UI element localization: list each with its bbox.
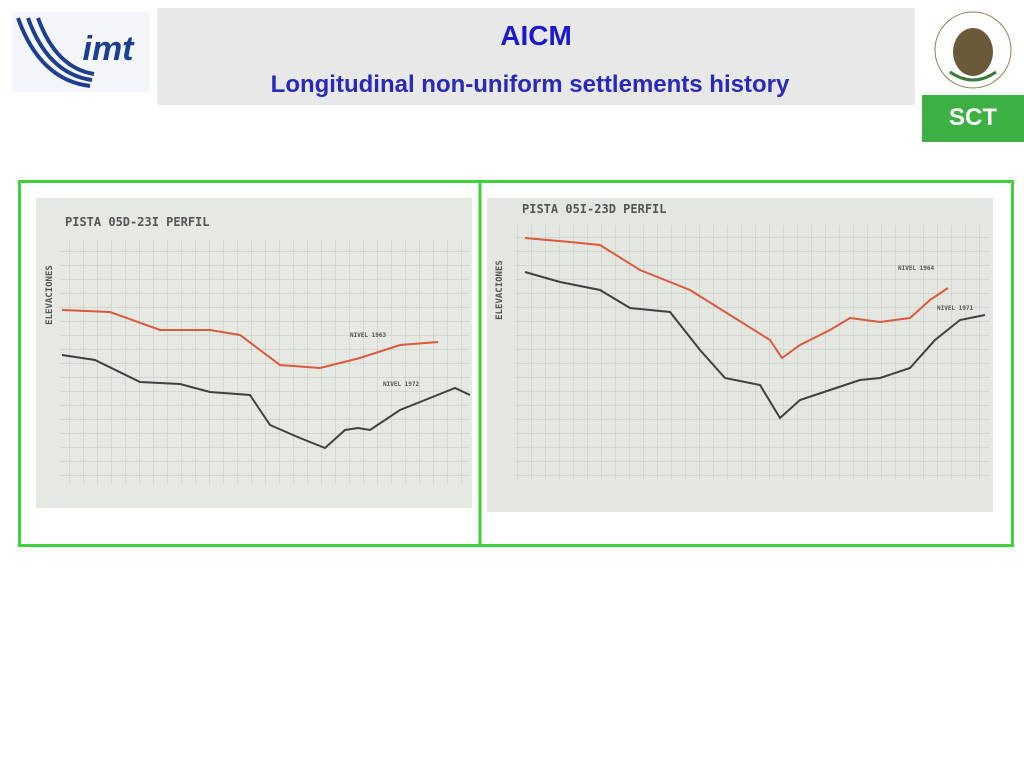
curve-label: NIVEL 1971 <box>937 305 974 312</box>
photo: PISTA 05D-23I PERFIL ELEVACIONES NIVEL 1… <box>36 198 472 508</box>
sct-box <box>922 95 1024 142</box>
curve-label: NIVEL 1972 <box>383 381 420 388</box>
imt-logo: imt <box>12 12 150 92</box>
header-box <box>157 8 915 105</box>
subtitle: Longitudinal non-uniform settlements his… <box>271 71 790 98</box>
logo-text: imt <box>83 30 136 68</box>
curve-label: NIVEL 1963 <box>350 332 387 339</box>
axis-label: ELEVACIONES <box>45 265 55 325</box>
axis-label: ELEVACIONES <box>495 260 505 320</box>
photo: PISTA 05I-23D PERFIL ELEVACIONES NIVEL 1… <box>487 198 993 512</box>
frame <box>18 180 1014 547</box>
photo-title: PISTA 05I-23D PERFIL <box>522 202 667 216</box>
emblem <box>934 11 1012 89</box>
photo-title: PISTA 05D-23I PERFIL <box>65 215 210 229</box>
title: AICM <box>500 20 572 51</box>
curve-label: NIVEL 1964 <box>898 265 935 272</box>
sct-text: SCT <box>949 104 997 131</box>
